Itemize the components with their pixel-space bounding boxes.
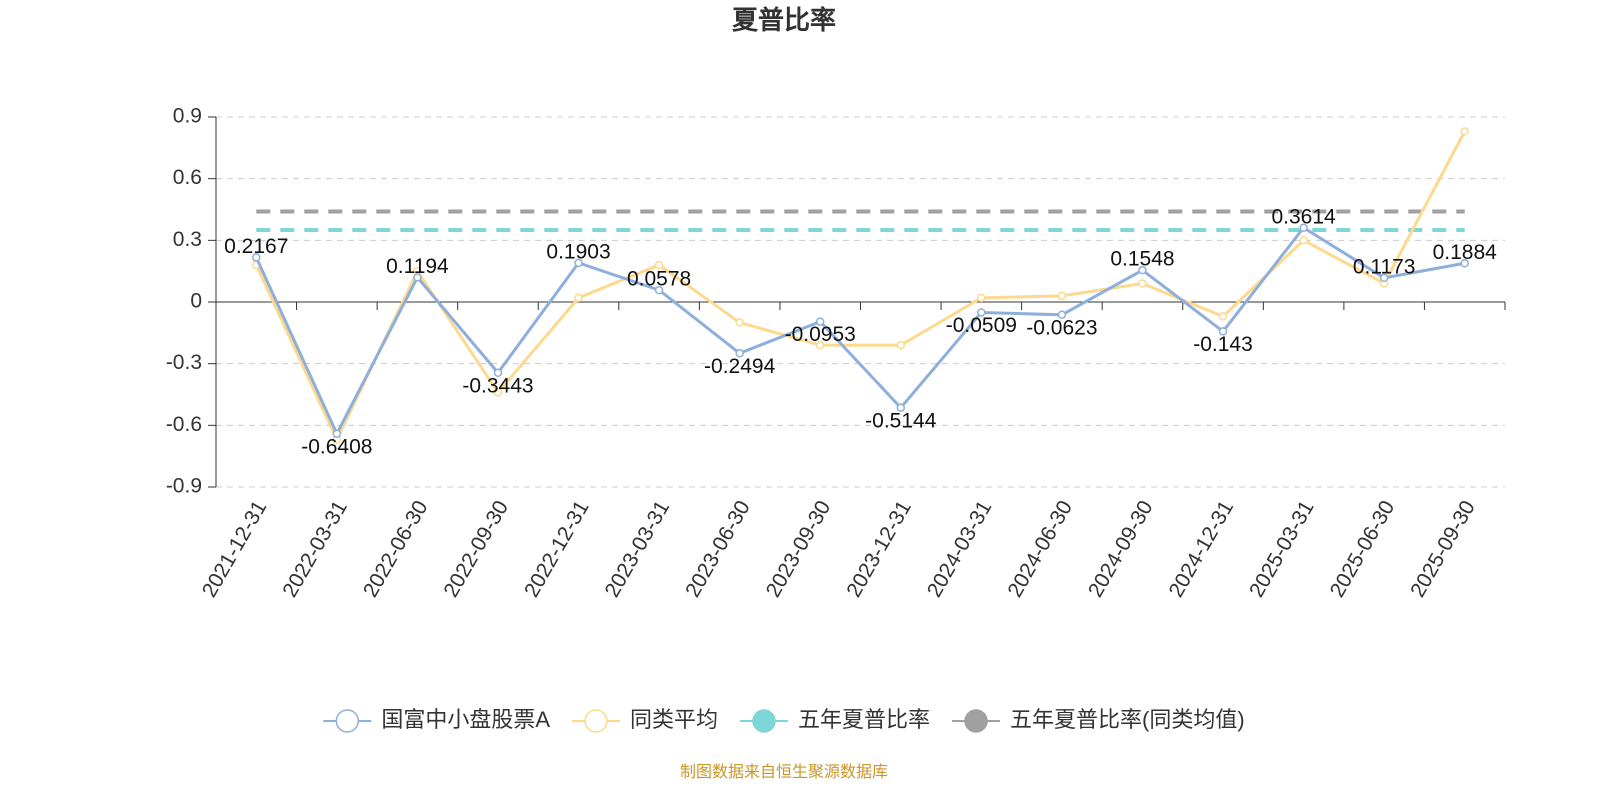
data-label: -0.3443 xyxy=(462,374,533,397)
x-tick-label: 2025-03-31 xyxy=(1245,497,1319,602)
legend: 国富中小盘股票A 同类平均 五年夏普比率 五年夏普比率(同类均值) xyxy=(323,707,1245,733)
x-tick-label: 2024-06-30 xyxy=(1003,497,1077,602)
legend-label: 国富中小盘股票A xyxy=(381,707,550,732)
x-tick-label: 2024-03-31 xyxy=(923,497,997,602)
data-label: -0.143 xyxy=(1193,333,1253,356)
data-point xyxy=(252,253,261,262)
x-tick-label: 2022-03-31 xyxy=(278,497,352,602)
data-point xyxy=(735,349,744,358)
data-point xyxy=(735,318,744,327)
data-point xyxy=(1057,310,1067,320)
data-point xyxy=(1460,259,1469,268)
data-label: 0.1548 xyxy=(1110,248,1174,271)
data-point xyxy=(1299,236,1308,245)
legend-label: 五年夏普比率 xyxy=(798,707,930,732)
legend-label: 同类平均 xyxy=(630,707,718,732)
series-line xyxy=(254,130,1467,444)
data-point xyxy=(1379,273,1389,283)
data-label: 0.2167 xyxy=(224,235,288,258)
data-point xyxy=(1460,127,1469,136)
data-point xyxy=(896,340,906,350)
data-point xyxy=(574,258,583,268)
x-tick-label: 2022-09-30 xyxy=(439,497,513,602)
y-tick-label: -0.3 xyxy=(166,351,202,374)
data-point xyxy=(654,285,664,295)
y-tick-label: 0.6 xyxy=(173,166,202,189)
data-label: 0.0578 xyxy=(627,268,691,291)
data-label: -0.2494 xyxy=(704,355,776,378)
y-tick-label: -0.9 xyxy=(166,475,202,498)
data-point xyxy=(493,368,503,378)
x-tick-label: 2025-06-30 xyxy=(1326,497,1400,602)
data-label: -0.0623 xyxy=(1026,316,1097,339)
legend-swatch xyxy=(964,709,988,733)
y-tick-label: 0.3 xyxy=(173,228,202,251)
chart-title: 夏普比率 xyxy=(732,5,836,35)
data-point xyxy=(654,260,664,270)
y-tick-label: -0.6 xyxy=(166,413,202,436)
data-point xyxy=(413,273,422,282)
data-point xyxy=(1057,291,1067,301)
legend-label: 五年夏普比率(同类均值) xyxy=(1010,707,1245,732)
series-line xyxy=(254,225,1465,438)
data-point xyxy=(1138,265,1147,275)
x-tick-label: 2022-12-31 xyxy=(520,497,594,602)
data-point xyxy=(815,317,825,326)
x-tick-label: 2023-09-30 xyxy=(762,497,836,602)
data-label: 0.1903 xyxy=(546,240,610,263)
data-point xyxy=(1299,223,1308,232)
data-point xyxy=(896,403,906,412)
data-point xyxy=(1218,312,1228,321)
data-point xyxy=(574,293,583,303)
data-point xyxy=(977,293,986,303)
x-tick-label: 2023-12-31 xyxy=(842,497,916,602)
x-tick-label: 2023-06-30 xyxy=(681,497,755,602)
data-label: -0.5144 xyxy=(865,409,937,432)
legend-swatch xyxy=(752,709,776,733)
data-label: 0.1194 xyxy=(386,255,449,278)
data-point xyxy=(332,429,342,438)
x-tick-label: 2025-09-30 xyxy=(1406,497,1480,602)
x-tick-label: 2024-09-30 xyxy=(1084,497,1158,602)
data-point xyxy=(493,388,503,397)
data-label: 0.1173 xyxy=(1353,255,1416,278)
data-point xyxy=(977,308,986,317)
data-point xyxy=(815,340,825,350)
data-point xyxy=(1138,279,1147,288)
data-point xyxy=(1218,327,1228,336)
data-label: 0.1884 xyxy=(1433,241,1498,264)
legend-swatch xyxy=(584,709,608,733)
data-label: -0.6408 xyxy=(301,435,372,458)
legend-swatch xyxy=(335,709,360,733)
data-label: -0.0509 xyxy=(946,314,1017,337)
data-label: -0.0953 xyxy=(785,323,856,346)
y-tick-label: 0.9 xyxy=(173,105,202,128)
x-tick-label: 2024-12-31 xyxy=(1165,497,1239,602)
source-note: 制图数据来自恒生聚源数据库 xyxy=(680,763,888,781)
x-tick-label: 2022-06-30 xyxy=(359,497,433,602)
y-tick-label: 0 xyxy=(190,290,202,313)
x-tick-label: 2023-03-31 xyxy=(601,497,675,602)
x-tick-label: 2021-12-31 xyxy=(198,497,272,602)
data-label: 0.3614 xyxy=(1271,205,1336,228)
